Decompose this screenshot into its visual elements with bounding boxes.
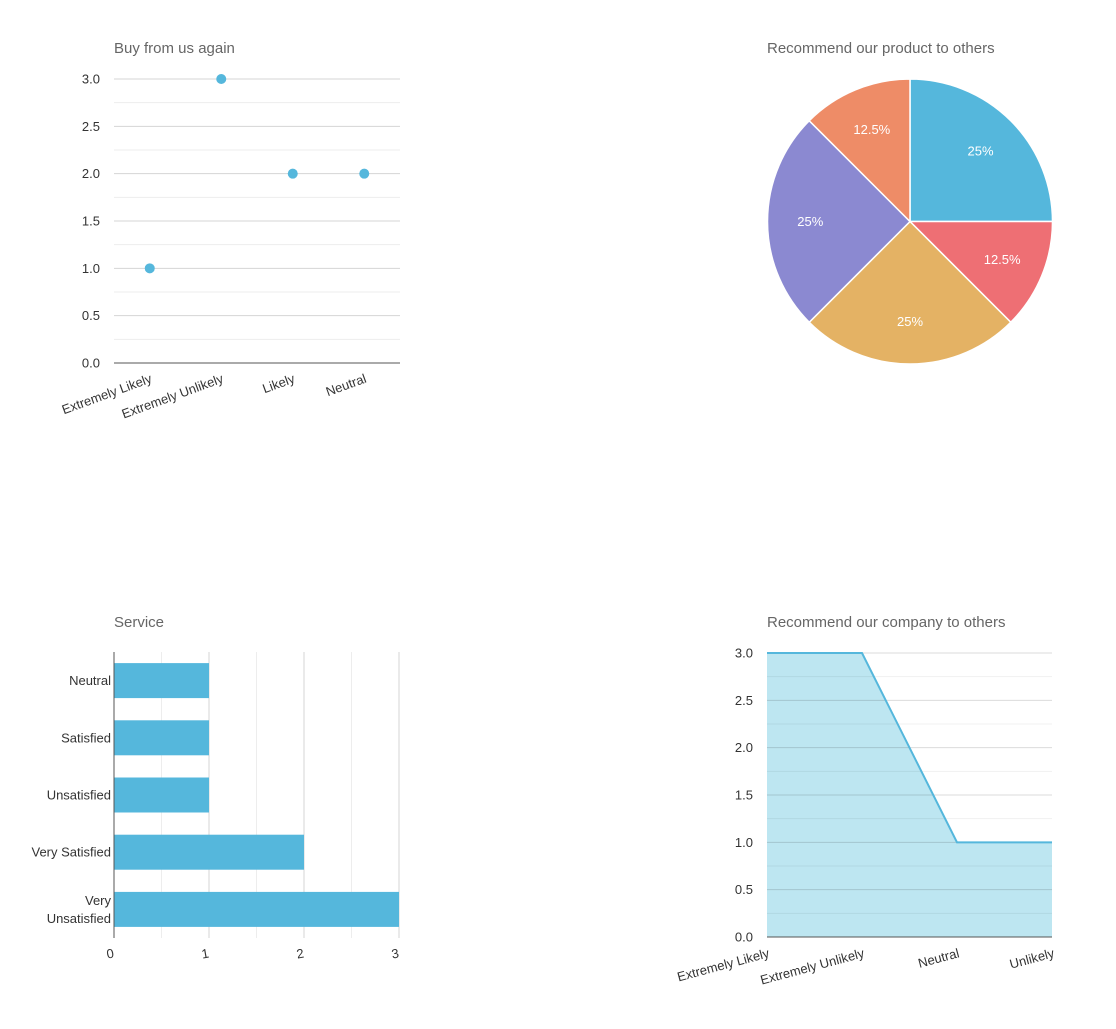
y-tick-label: Unsatisfied [47,788,111,803]
bar [114,834,304,870]
scatter-point [144,263,155,274]
bar [114,720,209,756]
pie-slice [808,220,1012,365]
slice-label: 12.5% [984,252,1021,267]
x-tick-label: 0 [105,946,115,962]
bar [114,663,209,699]
area-line [767,652,1052,844]
chart-title: Buy from us again [114,40,235,57]
scatter-chart: Buy from us again0.00.51.01.52.02.53.0Ex… [60,40,400,421]
x-tick-label: Unlikely [1008,945,1056,971]
chart-title: Recommend our product to others [767,40,995,57]
y-tick-label: Very Unsatisfied [47,893,112,926]
area-fill [767,653,1052,937]
bar [114,777,209,813]
chart-title: Recommend our company to others [767,614,1005,631]
x-tick-label: Neutral [324,371,369,399]
y-tick-label: 2.5 [735,693,753,708]
pie-slice [808,78,911,224]
x-tick-label: Extremely Unlikely [759,945,867,987]
label-line: Unsatisfied [47,911,111,926]
x-tick-label: Extremely Likely [675,945,771,984]
slice-label: 12.5% [853,122,890,137]
area-chart: Recommend our company to others 0.0 0.5 1.0… [675,614,1056,988]
slice-label: 25% [968,143,994,158]
pie-slice [909,78,1054,223]
y-tick-label: 1.5 [735,788,753,803]
x-tick-label: Neutral [916,945,960,970]
y-tick-label: 0.5 [735,882,753,897]
y-tick-label: 1.5 [82,214,100,229]
y-tick-label: Neutral [69,673,111,688]
chart-title: Service [114,614,164,631]
pie-chart: Recommend our product to others 25% 12.5% 2… [766,40,1054,365]
label-line: Very [85,893,112,908]
y-tick-label: 1.0 [82,261,100,276]
x-tick-label: Likely [260,371,297,397]
x-tick-label: 3 [390,946,400,962]
slice-label: 25% [897,314,923,329]
scatter-point [287,168,298,179]
y-tick-label: 0.0 [735,930,753,945]
slice-label: 25% [797,214,823,229]
scatter-point [359,168,370,179]
y-tick-label: 0.0 [82,356,100,371]
bar [114,891,399,927]
x-tick-label: 2 [295,946,305,962]
y-tick-label: 2.5 [82,119,100,134]
x-tick-label: 1 [200,946,210,962]
y-tick-label: 2.0 [82,166,100,181]
y-tick-label: 3.0 [735,646,753,661]
y-tick-label: 2.0 [735,740,753,755]
y-tick-label: Very Satisfied [32,845,112,860]
y-tick-label: Satisfied [61,730,111,745]
y-tick-label: 0.5 [82,308,100,323]
scatter-point [216,74,227,84]
y-tick-label: 1.0 [735,835,753,850]
y-tick-label: 3.0 [82,72,100,87]
pie-slice [908,220,1054,324]
pie-slice [766,119,912,324]
